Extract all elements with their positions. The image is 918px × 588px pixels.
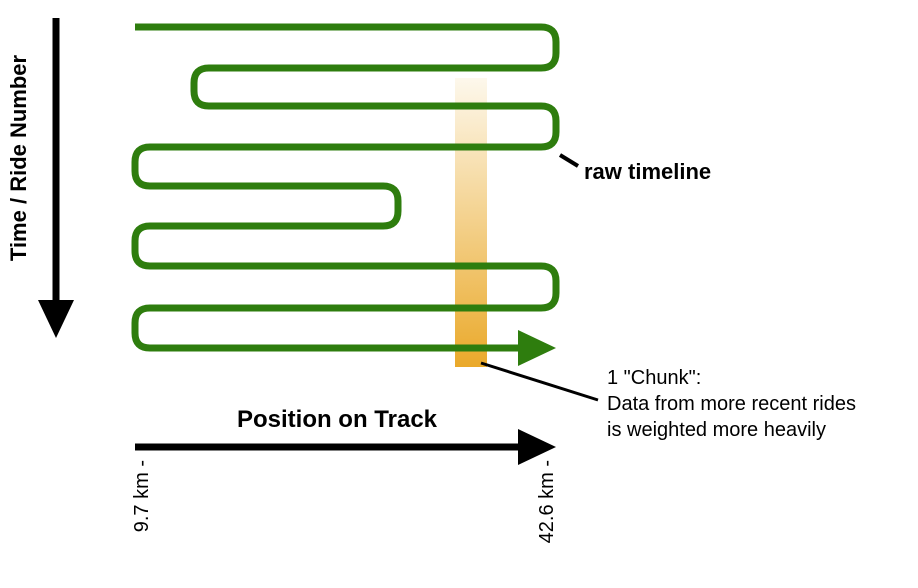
position-axis-label: Position on Track	[237, 406, 438, 433]
raw-timeline-leader	[558, 153, 580, 168]
chunk-leader	[480, 361, 599, 402]
time-axis-label: Time / Ride Number	[6, 54, 31, 261]
raw-timeline-label: raw timeline	[584, 159, 711, 184]
start-position-tick-label: 9.7 km -	[131, 460, 153, 532]
end-position-tick-label: 42.6 km -	[536, 460, 558, 543]
raw-timeline-path	[131, 23, 560, 352]
chunk-label-line-3: is weighted more heavily	[607, 419, 826, 441]
chunk-label-line-1: 1 "Chunk":	[607, 367, 701, 389]
time-axis-arrowhead	[38, 300, 74, 338]
position-axis-arrowhead	[518, 429, 556, 465]
chunk-bar	[455, 78, 487, 367]
chunk-label-line-2: Data from more recent rides	[607, 393, 856, 415]
timeline-arrowhead	[518, 330, 556, 366]
